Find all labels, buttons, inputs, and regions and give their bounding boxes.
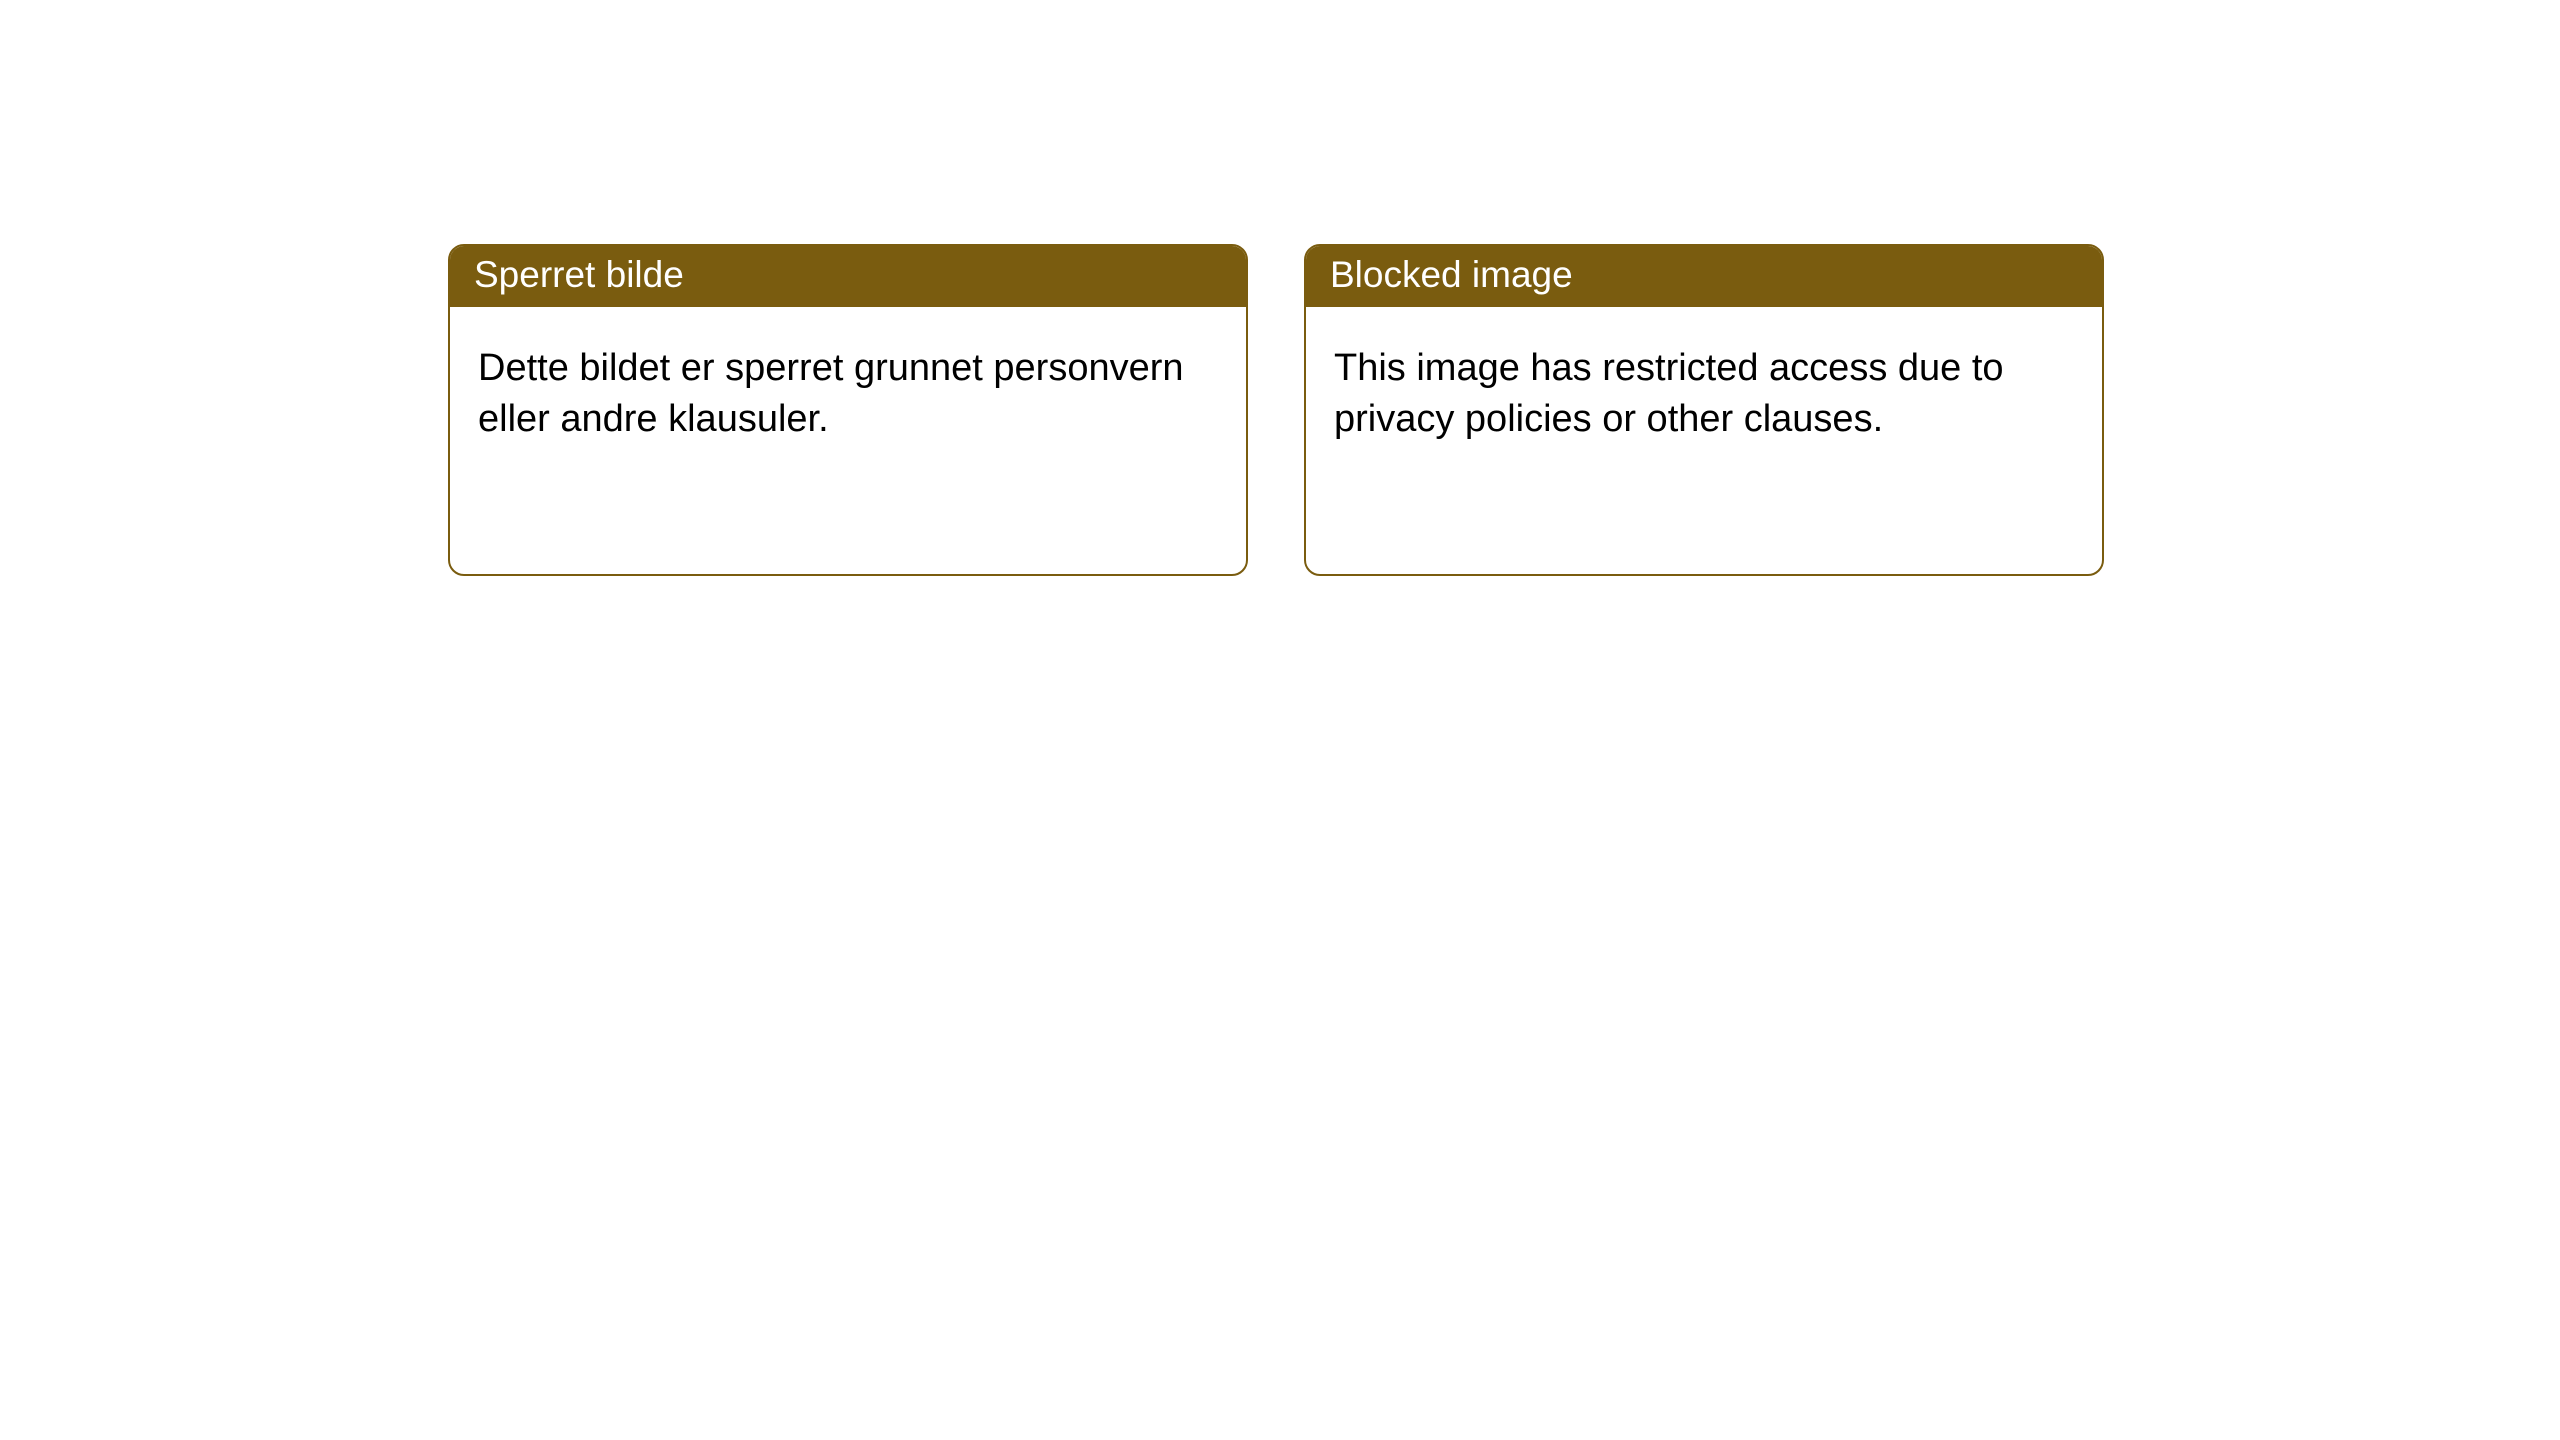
notice-title: Blocked image xyxy=(1330,254,1573,295)
notice-container: Sperret bilde Dette bildet er sperret gr… xyxy=(0,0,2560,576)
notice-header: Blocked image xyxy=(1306,246,2102,307)
notice-card-norwegian: Sperret bilde Dette bildet er sperret gr… xyxy=(448,244,1248,576)
notice-header: Sperret bilde xyxy=(450,246,1246,307)
notice-title: Sperret bilde xyxy=(474,254,684,295)
notice-body-text: Dette bildet er sperret grunnet personve… xyxy=(478,347,1184,440)
notice-body-text: This image has restricted access due to … xyxy=(1334,347,2004,440)
notice-card-english: Blocked image This image has restricted … xyxy=(1304,244,2104,576)
notice-body: Dette bildet er sperret grunnet personve… xyxy=(450,307,1246,482)
notice-body: This image has restricted access due to … xyxy=(1306,307,2102,482)
